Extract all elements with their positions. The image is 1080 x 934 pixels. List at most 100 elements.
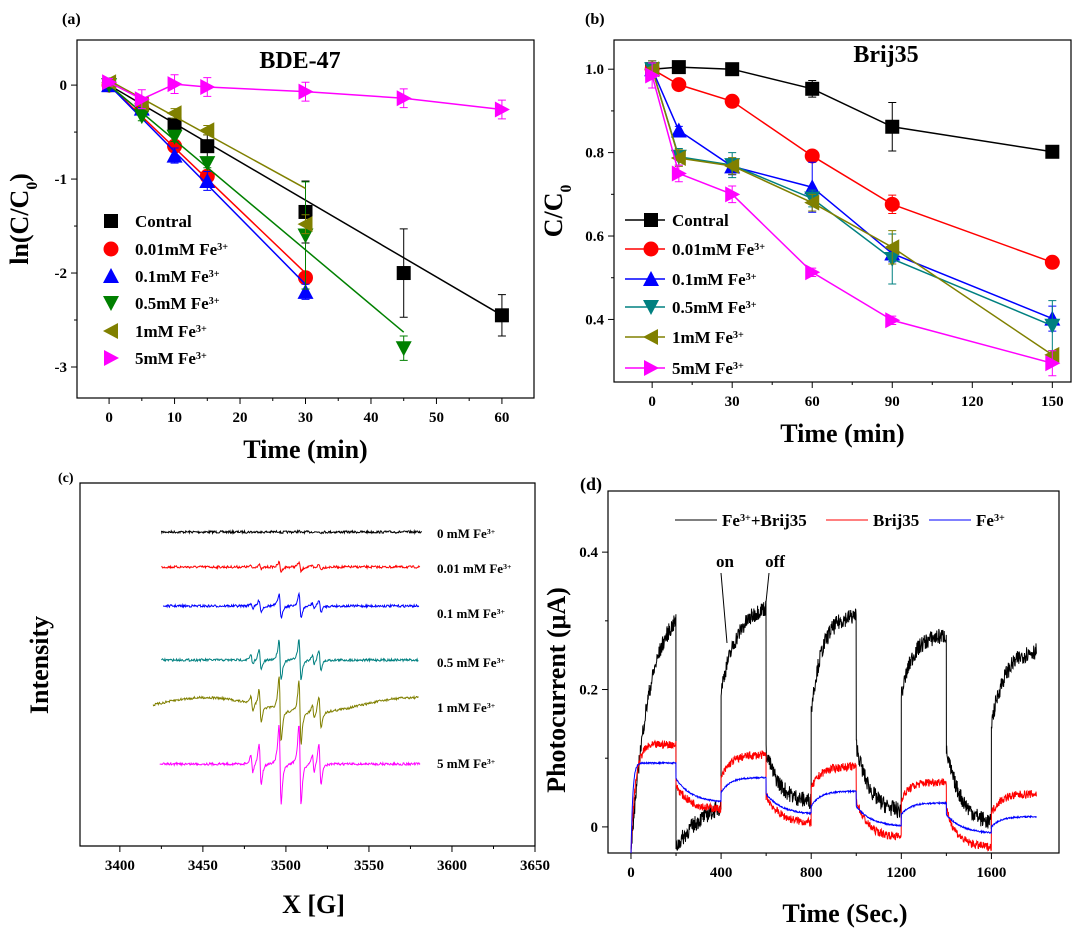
legend-label: Fe3+ — [976, 511, 1005, 530]
series-5: 5mM Fe3+ — [102, 74, 510, 368]
marker-triangle-right — [167, 76, 183, 93]
marker-triangle-right — [671, 165, 687, 182]
x-tick-label: 1600 — [976, 865, 1006, 881]
photocurrent-series-0 — [630, 600, 1037, 851]
panel-b: 0 30 60 90 120 150 0.4 0.6 0.8 1.0 (b) Brij35 Time (… — [539, 11, 1072, 448]
marker-triangle-up — [670, 122, 687, 138]
panel-c: 3400 3450 3500 3550 3600 3650 (c) X [G] Intensit… — [25, 471, 550, 919]
y-tick-label: -1 — [55, 172, 68, 188]
fit-line — [108, 84, 405, 333]
marker-triangle-right — [1045, 355, 1061, 372]
legend-label-sup: 3+ — [740, 513, 751, 524]
series-line — [651, 68, 1053, 264]
arrow-on — [720, 572, 728, 644]
marker-triangle-right — [396, 90, 412, 107]
x-tick-label: 3600 — [437, 858, 467, 874]
legend-label: Fe3++Brij35 — [722, 511, 807, 530]
y-tick-label: 0.8 — [585, 146, 604, 162]
marker-square — [396, 266, 411, 281]
marker-circle — [103, 241, 119, 257]
photocurrent-line — [630, 600, 1037, 851]
legend-label-text: Contral — [135, 212, 192, 231]
chart-title: BDE-47 — [259, 48, 340, 74]
legend-label: 0.1mM Fe3+ — [135, 267, 220, 286]
panel-d: 0 400 800 1200 1600 0 0.2 0.4 (d) Time (Sec.) Phot… — [542, 474, 1060, 928]
series-label-sup: 3+ — [487, 527, 496, 536]
marker-triangle-right — [298, 83, 314, 100]
legend-label: 1mM Fe3+ — [672, 328, 744, 347]
legend-item-1: Brij35 — [826, 511, 919, 530]
x-tick-label: 0 — [648, 394, 656, 410]
legend-label-text: 5mM Fe — [135, 349, 196, 368]
marker-triangle-down — [103, 296, 119, 311]
legend-label: Contral — [135, 212, 192, 231]
x-tick-label: 150 — [1041, 394, 1064, 410]
legend-label-sup: 3+ — [196, 351, 207, 362]
legend-label-sup: 3+ — [733, 361, 744, 372]
plot-frame — [607, 490, 1060, 854]
series-label-text: 1 mM Fe — [437, 700, 487, 715]
marker-circle — [643, 241, 659, 257]
marker-triangle-up — [199, 172, 216, 188]
marker-triangle-up — [297, 283, 314, 299]
marker-circle — [671, 77, 687, 93]
x-tick-label: 40 — [363, 410, 378, 426]
epr-series-1: 0.01 mM Fe3+ — [161, 560, 512, 576]
marker-triangle-right — [104, 350, 119, 366]
legend-label-text: 0.01mM Fe — [672, 240, 755, 259]
marker-triangle-left — [643, 329, 658, 345]
marker-triangle-up — [643, 271, 659, 286]
x-tick-label: 0 — [627, 865, 635, 881]
annotation-on: on — [716, 552, 735, 571]
epr-spectrum — [160, 528, 422, 536]
legend-label-text: Fe — [976, 511, 994, 530]
x-axis-label: Time (min) — [780, 419, 904, 448]
y-tick-label: 0.6 — [585, 229, 604, 245]
legend-label: 0.01mM Fe3+ — [672, 240, 765, 259]
plot-frame — [613, 39, 1072, 383]
x-axis-label: X [G] — [282, 890, 345, 919]
legend-label: Brij35 — [873, 511, 919, 530]
legend-label-text: 0.1mM Fe — [135, 267, 209, 286]
x-tick-label: 30 — [725, 394, 740, 410]
epr-spectrum — [159, 724, 421, 805]
legend-label-sup: 3+ — [217, 242, 228, 253]
x-tick-label: 50 — [429, 410, 444, 426]
x-tick-label: 120 — [961, 394, 984, 410]
series-label: 5 mM Fe3+ — [437, 756, 496, 771]
series-label-sup: 3+ — [487, 701, 496, 710]
legend-label: 0.01mM Fe3+ — [135, 240, 228, 259]
legend-label: 1mM Fe3+ — [135, 322, 207, 341]
y-axis-label-tail: ) — [5, 173, 34, 182]
marker-square — [885, 119, 900, 134]
epr-spectrum — [162, 591, 420, 620]
panel-label: (d) — [580, 474, 602, 495]
y-tick-label: 0 — [591, 820, 599, 836]
panel-label: (c) — [58, 471, 74, 486]
series-label-sup: 3+ — [503, 562, 512, 571]
series-label-sup: 3+ — [497, 607, 506, 616]
series-label: 0.1 mM Fe3+ — [437, 606, 505, 621]
x-axis-label: Time (Sec.) — [782, 899, 907, 928]
x-tick-label: 90 — [885, 394, 900, 410]
marker-square — [200, 139, 215, 154]
series-label: 0.01 mM Fe3+ — [437, 561, 512, 576]
legend-label: 0.5mM Fe3+ — [135, 294, 220, 313]
marker-triangle-down — [1044, 318, 1061, 334]
x-tick-label: 20 — [233, 410, 248, 426]
marker-circle — [1044, 254, 1060, 270]
marker-square — [1045, 144, 1060, 159]
legend-item-0: Fe3++Brij35 — [675, 511, 807, 530]
legend-label: Contral — [672, 211, 729, 230]
marker-triangle-left — [724, 157, 740, 174]
legend-label: 5mM Fe3+ — [135, 349, 207, 368]
legend-label-text: Brij35 — [873, 511, 919, 530]
legend-label-text: 1mM Fe — [135, 322, 196, 341]
epr-spectrum — [161, 560, 421, 574]
marker-circle — [884, 196, 900, 212]
annotation-off: off — [765, 552, 785, 571]
marker-triangle-down — [199, 156, 216, 172]
legend-label-sup: 3+ — [196, 324, 207, 335]
marker-triangle-right — [102, 74, 118, 91]
legend-label-text: 5mM Fe — [672, 359, 733, 378]
